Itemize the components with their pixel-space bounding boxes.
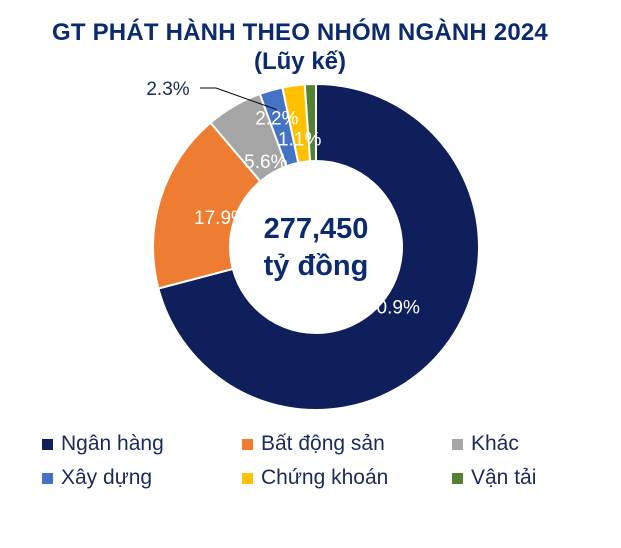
legend-label: Chứng khoán: [261, 466, 389, 489]
legend-swatch: [242, 472, 253, 484]
slice-5: [303, 82, 317, 163]
center-total-unit: tỷ đồng: [264, 250, 369, 282]
legend-swatch: [452, 472, 463, 484]
donut-slices: [152, 82, 480, 411]
legend-item-0: Ngân hàng: [42, 432, 242, 455]
legend-swatch: [242, 438, 253, 450]
leader-line-3: [200, 87, 277, 111]
donut-chart: 70.9% 17.9% 5.6% 2.3% 2.2%1.1% 277,450 tỷ đồ…: [146, 79, 480, 411]
data-label-4: 2.2%: [255, 109, 298, 130]
legend-item-3: Xây dựng: [42, 466, 242, 489]
legend-swatch: [452, 438, 463, 450]
slice-1: [152, 121, 262, 290]
legend-label: Xây dựng: [61, 466, 153, 489]
legend-label: Khác: [471, 432, 519, 455]
chart-legend: Ngân hàng Bất động sản Khác Xây dựng Chứng k…: [42, 432, 612, 489]
legend-swatch: [42, 438, 53, 450]
legend-item-1: Bất động sản: [242, 432, 452, 455]
data-label-2: 5.6%: [244, 152, 287, 173]
donut-data-labels: 70.9% 17.9% 5.6% 2.3% 2.2%1.1%: [146, 79, 420, 318]
data-label-3: 2.3%: [146, 79, 189, 100]
legend-swatch: [42, 472, 53, 484]
data-label-5: 1.1%: [278, 130, 321, 151]
data-label-1: 17.9%: [194, 208, 248, 229]
legend-item-2: Khác: [452, 432, 602, 455]
legend-item-4: Chứng khoán: [242, 466, 452, 489]
chart-title-block: GT PHÁT HÀNH THEO NHÓM NGÀNH 2024 (Lũy k…: [0, 18, 600, 76]
slice-0: [157, 82, 480, 411]
chart-title: GT PHÁT HÀNH THEO NHÓM NGÀNH 2024: [52, 19, 548, 46]
chart-subtitle: (Lũy kế): [253, 48, 346, 75]
legend-label: Vận tải: [471, 466, 537, 489]
legend-label: Bất động sản: [261, 432, 385, 455]
legend-item-5: Vận tải: [452, 466, 602, 489]
legend-label: Ngân hàng: [61, 432, 164, 455]
data-label-0: 70.9%: [366, 297, 420, 318]
center-total-value: 277,450: [264, 213, 369, 245]
